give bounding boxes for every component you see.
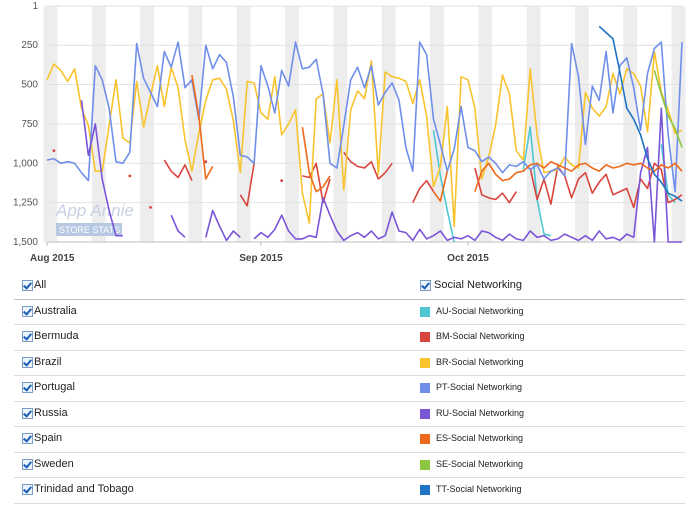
country-checkbox[interactable] (22, 458, 33, 470)
legend-row: Portugal PT-Social Networking (14, 376, 685, 402)
series-line (253, 107, 682, 243)
watermark-logo: App Annie (55, 201, 134, 220)
series-line (529, 162, 683, 209)
series-line (432, 130, 455, 243)
country-label: Bermuda (34, 330, 79, 342)
series-line (46, 41, 683, 193)
series-swatch (420, 434, 430, 444)
series-label: PT-Social Networking (436, 382, 523, 392)
series-point (204, 160, 208, 164)
country-checkbox[interactable] (22, 433, 33, 444)
series-point (149, 205, 152, 209)
y-tick-label: 1 (32, 1, 38, 12)
series-swatch (420, 383, 430, 393)
country-label: Brazil (34, 355, 62, 368)
y-tick-label: 250 (21, 40, 38, 51)
series-label: BM-Social Networking (436, 331, 525, 341)
series-ru-social-networking (80, 100, 682, 243)
legend-all-label: All (34, 279, 47, 291)
legend-row: Australia AU-Social Networking (14, 300, 685, 325)
series-label: ES-Social Networking (436, 433, 524, 443)
series-swatch (420, 306, 430, 317)
series-line (163, 159, 193, 181)
series-line (301, 126, 331, 193)
x-tick-label: Sep 2015 (239, 253, 283, 264)
series-line (432, 171, 449, 202)
series-line (239, 163, 255, 207)
series-point (52, 149, 56, 153)
series-point (280, 179, 284, 182)
country-label: Portugal (34, 381, 75, 393)
x-tick-label: Aug 2015 (30, 253, 75, 264)
series-line (302, 162, 331, 204)
series-pt-social-networking (46, 41, 683, 193)
legend-row: Brazil BR-Social Networking (14, 351, 685, 376)
series-line (170, 214, 186, 238)
series-swatch (420, 485, 430, 495)
series-lines (46, 25, 683, 243)
series-label: TT-Social Networking (436, 484, 522, 494)
series-line (205, 209, 241, 242)
country-checkbox[interactable] (22, 305, 33, 317)
series-line (598, 25, 683, 202)
series-swatch (420, 408, 430, 419)
series-label: RU-Social Networking (436, 407, 525, 418)
series-line (474, 167, 517, 204)
legend-row: Sweden SE-Social Networking (14, 453, 685, 478)
legend-table: All Social Networking Australia AU-Social… (14, 274, 685, 504)
series-bm-social-networking (52, 149, 683, 209)
country-label: Russia (34, 406, 68, 419)
country-label: Sweden (34, 457, 74, 470)
legend-header-row: All Social Networking (14, 274, 685, 300)
series-point (128, 174, 132, 178)
series-line (653, 70, 683, 148)
series-swatch (420, 332, 430, 342)
country-checkbox[interactable] (22, 484, 33, 495)
watermark-subtitle: STORE STATS (59, 225, 120, 235)
y-tick-label: 1,500 (13, 237, 38, 248)
series-se-social-networking (653, 70, 683, 148)
series-line (343, 151, 393, 180)
series-line (80, 100, 123, 237)
legend-rows: Australia AU-Social Networking Bermuda BM-S… (14, 300, 685, 504)
country-checkbox[interactable] (22, 407, 33, 419)
country-label: Australia (34, 304, 77, 317)
series-tt-social-networking (598, 25, 683, 202)
country-checkbox[interactable] (22, 331, 33, 342)
checkbox-social-networking[interactable] (420, 280, 431, 291)
country-checkbox[interactable] (22, 356, 33, 368)
watermark: App Annie STORE STATS (55, 201, 134, 236)
x-axis: Aug 2015 Sep 2015 Oct 2015 (30, 242, 489, 264)
y-tick-label: 500 (21, 80, 38, 91)
legend-row: Bermuda BM-Social Networking (14, 325, 685, 351)
ranking-chart: 1 250 500 750 1,000 1,250 1,500 Aug 2015 Sep 20… (13, 1, 686, 264)
gridlines (47, 5, 682, 243)
y-axis: 1 250 500 750 1,000 1,250 1,500 (13, 1, 38, 248)
y-tick-label: 750 (21, 119, 38, 130)
country-checkbox[interactable] (22, 382, 33, 393)
country-label: Trinidad and Tobago (34, 483, 134, 495)
series-swatch (420, 459, 430, 470)
legend-group-label: Social Networking (434, 279, 523, 291)
series-label: BR-Social Networking (436, 356, 524, 367)
watermark-badge (56, 223, 122, 236)
series-line (191, 74, 214, 180)
legend-row: Spain ES-Social Networking (14, 427, 685, 453)
country-label: Spain (34, 432, 63, 444)
series-line (474, 160, 683, 192)
y-tick-label: 1,250 (13, 198, 38, 209)
x-tick-label: Oct 2015 (447, 253, 489, 264)
series-es-social-networking (191, 74, 683, 202)
series-label: SE-Social Networking (436, 458, 524, 469)
series-line (412, 179, 435, 203)
legend-row: Russia RU-Social Networking (14, 402, 685, 427)
y-tick-label: 1,000 (13, 158, 38, 169)
series-swatch (420, 357, 430, 368)
legend-row: Trinidad and Tobago TT-Social Networking (14, 478, 685, 504)
checkbox-all[interactable] (22, 280, 33, 291)
series-label: AU-Social Networking (436, 305, 524, 316)
